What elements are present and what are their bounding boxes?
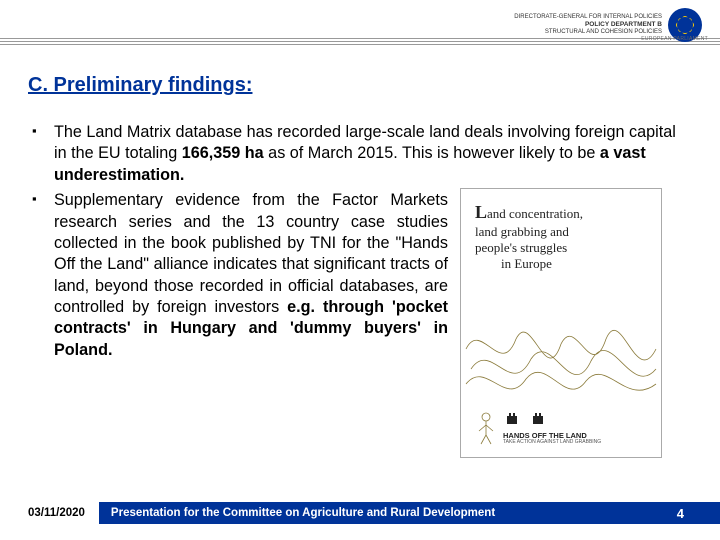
parliament-label: EUROPEAN PARLIAMENT (641, 36, 708, 42)
bullet-2-column: ▪ Supplementary evidence from the Factor… (28, 190, 448, 365)
bullet1-mid: as of March 2015. This is however likely… (264, 144, 600, 162)
bullet-2: ▪ Supplementary evidence from the Factor… (28, 190, 448, 361)
book-line4: in Europe (501, 256, 552, 272)
bullet-2-row: ▪ Supplementary evidence from the Factor… (28, 190, 692, 458)
book-line2: land grabbing and (475, 224, 569, 239)
bullet-2-text: Supplementary evidence from the Factor M… (54, 190, 448, 361)
hands-sub: TAKE ACTION AGAINST LAND GRABBING (503, 440, 651, 446)
footer-date: 03/11/2020 (28, 507, 99, 519)
bullet-1: ▪ The Land Matrix database has recorded … (28, 122, 692, 186)
footer-caption: Presentation for the Committee on Agricu… (111, 507, 495, 519)
bullet-1-text: The Land Matrix database has recorded la… (54, 122, 690, 186)
book-big-letter: L (475, 202, 487, 222)
footer: 03/11/2020 Presentation for the Committe… (28, 502, 720, 524)
hands-off-block: HANDS OFF THE LAND TAKE ACTION AGAINST L… (503, 410, 651, 446)
book-scribble-icon (461, 289, 661, 409)
bullet1-bold1: 166,359 ha (182, 144, 264, 162)
book-line1: and concentration, (487, 206, 583, 221)
page-number: 4 (677, 506, 684, 521)
content-area: ▪ The Land Matrix database has recorded … (28, 122, 692, 458)
book-cover-image: Land concentration, land grabbing and pe… (460, 188, 662, 458)
footer-bar: Presentation for the Committee on Agricu… (99, 502, 720, 524)
header-dir-line: DIRECTORATE-GENERAL FOR INTERNAL POLICIE… (514, 14, 662, 21)
bullet-marker-icon: ▪ (32, 190, 42, 208)
hands-icon (503, 410, 547, 426)
book-line3: people's struggles (475, 240, 567, 255)
slide-title: C. Preliminary findings: (28, 74, 252, 97)
header-sub-line: STRUCTURAL AND COHESION POLICIES (514, 29, 662, 36)
header-dept-line: POLICY DEPARTMENT B (514, 21, 662, 29)
bullet-marker-icon: ▪ (32, 122, 42, 140)
header-dept-text: DIRECTORATE-GENERAL FOR INTERNAL POLICIE… (514, 14, 662, 36)
book-footer: HANDS OFF THE LAND TAKE ACTION AGAINST L… (475, 410, 651, 446)
book-title: Land concentration, land grabbing and pe… (475, 201, 647, 272)
person-icon (475, 411, 497, 445)
